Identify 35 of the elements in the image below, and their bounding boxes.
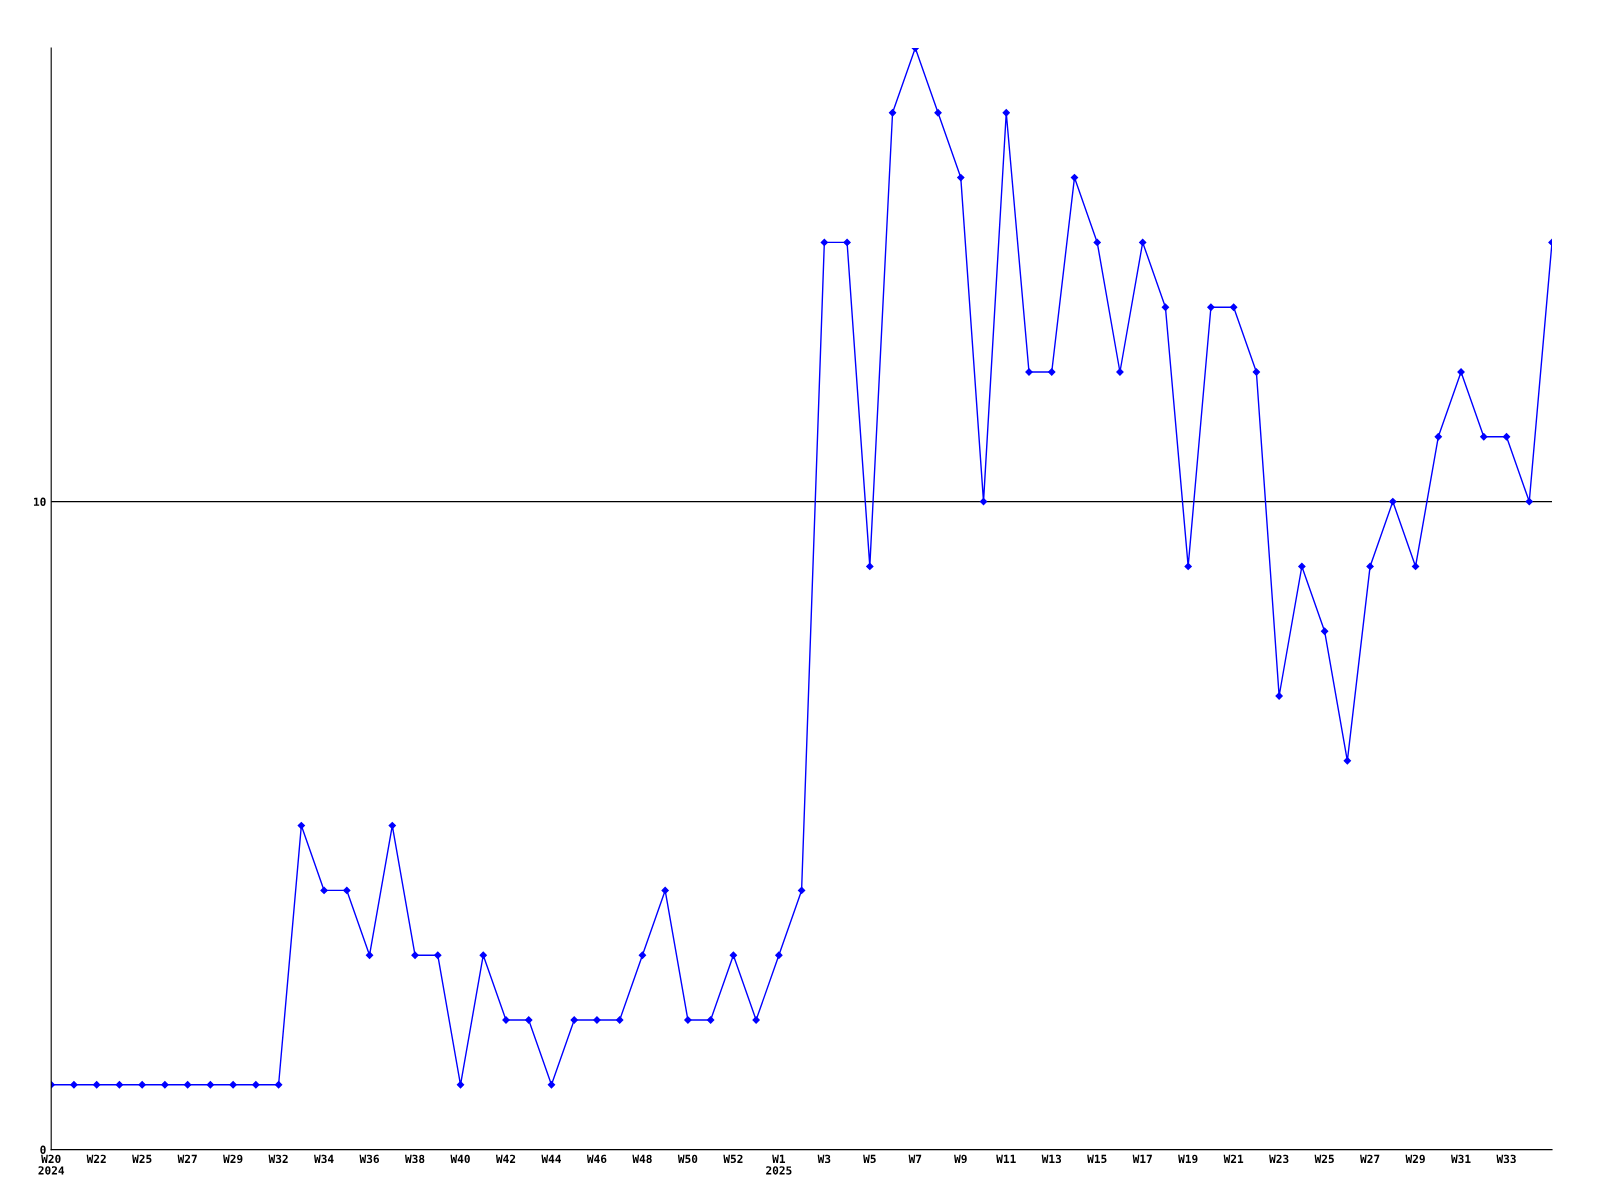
- x-tick-label: W19: [1178, 1154, 1198, 1164]
- x-tick-label: W11: [996, 1154, 1016, 1163]
- x-tick-label: W27: [177, 1154, 197, 1163]
- x-tick-label: W27: [1360, 1154, 1380, 1163]
- x-tick-label: W32: [268, 1154, 288, 1164]
- x-tick-label: W23: [1269, 1154, 1289, 1164]
- x-tick-label: W1 2025: [766, 1154, 792, 1175]
- x-tick-label: W22: [86, 1154, 106, 1163]
- x-tick-label: W42: [495, 1154, 516, 1163]
- x-tick-label: W40: [450, 1154, 470, 1164]
- y-tick-label: 0: [40, 1145, 46, 1154]
- x-tick-label: W44: [541, 1154, 561, 1163]
- x-tick-label: W36: [359, 1154, 379, 1164]
- x-tick-label: W33: [1496, 1154, 1516, 1164]
- x-tick-label: W38: [405, 1154, 425, 1164]
- x-tick-label: W29: [223, 1154, 243, 1164]
- x-tick-label: W34: [314, 1154, 334, 1164]
- x-tick-label: W20 2024: [38, 1154, 65, 1175]
- x-tick-label: W3: [817, 1154, 831, 1164]
- x-tick-label: W48: [632, 1154, 652, 1164]
- x-tick-label: W21: [1223, 1154, 1244, 1163]
- x-tick-label: W46: [586, 1154, 607, 1164]
- x-tick-label: W50: [677, 1154, 698, 1164]
- x-tick-label: W31: [1451, 1154, 1471, 1164]
- x-tick-label: W17: [1132, 1154, 1152, 1163]
- x-tick-label: W5: [863, 1154, 876, 1164]
- x-tick-label: W29: [1405, 1154, 1425, 1164]
- x-tick-label: W15: [1087, 1154, 1107, 1164]
- x-tick-label: W25: [1314, 1154, 1334, 1164]
- x-tick-label: W25: [132, 1154, 152, 1164]
- x-tick-label: W13: [1041, 1154, 1062, 1164]
- y-tick-label: 10: [33, 497, 46, 506]
- x-tick-label: W52: [723, 1154, 743, 1164]
- x-tick-label: W9: [954, 1154, 967, 1164]
- x-tick-label: W7: [908, 1154, 922, 1163]
